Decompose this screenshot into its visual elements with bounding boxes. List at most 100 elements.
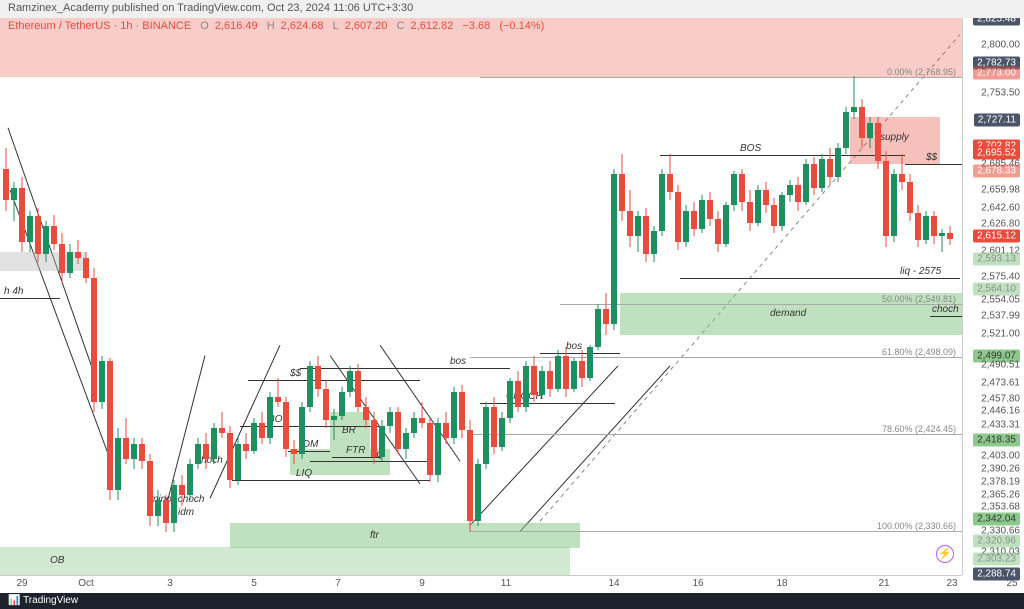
candle: [491, 18, 497, 575]
candle: [427, 18, 433, 575]
ohlc-l-label: L: [333, 20, 339, 32]
price-label: 2,353.68: [981, 502, 1020, 513]
candle: [539, 18, 545, 575]
candle: [371, 18, 377, 575]
publisher-text: Ramzinex_Academy published on TradingVie…: [8, 2, 413, 14]
candle: [171, 18, 177, 575]
candle: [803, 18, 809, 575]
candle: [435, 18, 441, 575]
candle: [179, 18, 185, 575]
ohlc-o: 2,616.49: [215, 20, 258, 32]
time-label: 21: [878, 578, 889, 589]
time-label: 16: [692, 578, 703, 589]
price-label: 2,659.98: [981, 184, 1020, 195]
candle: [723, 18, 729, 575]
price-label: 2,433.31: [981, 419, 1020, 430]
time-label: 23: [946, 578, 957, 589]
candle: [795, 18, 801, 575]
candle: [843, 18, 849, 575]
candle: [451, 18, 457, 575]
time-label: Oct: [78, 578, 94, 589]
candle: [419, 18, 425, 575]
candle: [35, 18, 41, 575]
price-label: 2,642.60: [981, 202, 1020, 213]
candle: [683, 18, 689, 575]
price-label: 2,446.16: [981, 406, 1020, 417]
ohlc-h-label: H: [267, 20, 275, 32]
candle: [275, 18, 281, 575]
candle: [11, 18, 17, 575]
candle: [691, 18, 697, 575]
time-label: 14: [608, 578, 619, 589]
candle: [507, 18, 513, 575]
candle: [75, 18, 81, 575]
candle: [475, 18, 481, 575]
candle: [603, 18, 609, 575]
candle: [331, 18, 337, 575]
candle: [907, 18, 913, 575]
candle: [187, 18, 193, 575]
candle: [947, 18, 953, 575]
candle: [523, 18, 529, 575]
time-axis[interactable]: 29Oct357911141618212325: [0, 575, 962, 593]
candle: [51, 18, 57, 575]
price-label: 2,593.13: [973, 253, 1020, 266]
price-label: 2,418.35: [973, 434, 1020, 447]
candle: [939, 18, 945, 575]
candle: [379, 18, 385, 575]
price-label: 2,554.05: [981, 294, 1020, 305]
candle: [99, 18, 105, 575]
price-label: 2,473.61: [981, 377, 1020, 388]
candle: [211, 18, 217, 575]
candle: [203, 18, 209, 575]
candle: [443, 18, 449, 575]
candle: [235, 18, 241, 575]
candle: [91, 18, 97, 575]
ohlc-c: 2,612.82: [411, 20, 454, 32]
price-label: 2,521.00: [981, 328, 1020, 339]
candle: [915, 18, 921, 575]
fib-label: 0.00% (2,768.95): [887, 67, 956, 77]
chart-canvas[interactable]: supplydemandBRftrOB0.00% (2,768.95)50.00…: [0, 18, 962, 575]
price-axis[interactable]: 2,825.482,800.002,782.732,773.002,753.50…: [962, 18, 1024, 575]
candle: [27, 18, 33, 575]
candle: [619, 18, 625, 575]
ohlc-h: 2,624.68: [281, 20, 324, 32]
candle: [459, 18, 465, 575]
candle: [851, 18, 857, 575]
price-label: 2,303.23: [973, 553, 1020, 566]
candle: [403, 18, 409, 575]
candle: [355, 18, 361, 575]
candle: [227, 18, 233, 575]
price-label: 2,800.00: [981, 39, 1020, 50]
price-label: 2,365.26: [981, 490, 1020, 501]
candle: [139, 18, 145, 575]
candle: [763, 18, 769, 575]
candle: [123, 18, 129, 575]
go-to-realtime-icon[interactable]: ⚡: [936, 545, 954, 563]
price-label: 2,575.40: [981, 272, 1020, 283]
price-label: 2,490.51: [981, 360, 1020, 371]
candle: [59, 18, 65, 575]
price-label: 2,320.96: [973, 534, 1020, 547]
price-label: 2,773.00: [973, 66, 1020, 79]
candle: [739, 18, 745, 575]
candle: [467, 18, 473, 575]
candle: [283, 18, 289, 575]
candle: [195, 18, 201, 575]
candle: [771, 18, 777, 575]
candle: [651, 18, 657, 575]
candle: [307, 18, 313, 575]
candle: [643, 18, 649, 575]
candle: [299, 18, 305, 575]
candle: [595, 18, 601, 575]
price-label: 2,457.80: [981, 394, 1020, 405]
candle: [163, 18, 169, 575]
time-label: 3: [167, 578, 173, 589]
ohlc-chg: −3.68: [462, 20, 490, 32]
candle: [699, 18, 705, 575]
ohlc-c-label: C: [397, 20, 405, 32]
candle: [923, 18, 929, 575]
candle: [875, 18, 881, 575]
footer: 📊 TradingView: [0, 593, 1024, 609]
